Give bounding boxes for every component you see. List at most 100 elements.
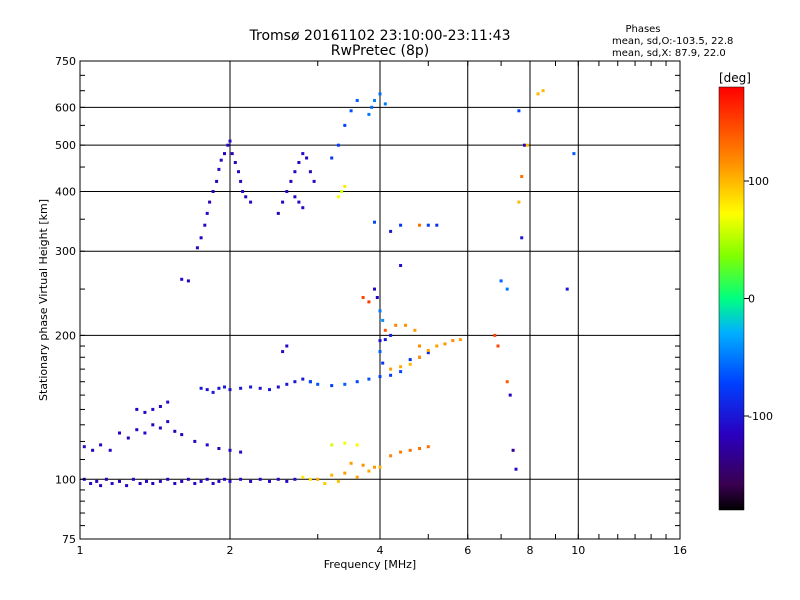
data-point bbox=[536, 92, 540, 96]
data-point bbox=[244, 195, 248, 199]
data-point bbox=[301, 377, 305, 381]
data-point bbox=[520, 236, 524, 240]
y-tick-label: 300 bbox=[55, 245, 76, 258]
data-point bbox=[426, 223, 430, 227]
data-point bbox=[195, 246, 199, 250]
data-point bbox=[301, 206, 305, 210]
data-point bbox=[89, 482, 93, 485]
data-point bbox=[199, 236, 203, 240]
data-point bbox=[293, 477, 297, 481]
data-point bbox=[323, 482, 327, 485]
data-point bbox=[316, 477, 320, 481]
data-point bbox=[426, 351, 430, 355]
data-point bbox=[361, 463, 365, 467]
data-point bbox=[223, 152, 226, 156]
data-point bbox=[305, 156, 309, 160]
data-point bbox=[239, 450, 243, 454]
data-point bbox=[228, 448, 232, 452]
data-point bbox=[180, 433, 184, 437]
y-tick-label: 100 bbox=[55, 473, 76, 486]
data-point bbox=[151, 482, 155, 485]
data-point bbox=[505, 380, 509, 384]
data-point bbox=[520, 175, 524, 178]
x-tick-label: 6 bbox=[464, 544, 471, 557]
data-point bbox=[336, 479, 340, 483]
data-point bbox=[418, 447, 421, 450]
data-point bbox=[158, 479, 162, 483]
data-point bbox=[375, 296, 379, 299]
stats-o: mean, sd,O:-103.5, 22.8 bbox=[612, 36, 733, 47]
data-point bbox=[99, 484, 103, 488]
data-point bbox=[199, 479, 203, 483]
data-point bbox=[383, 338, 387, 342]
data-point bbox=[399, 264, 403, 267]
data-point bbox=[268, 479, 271, 483]
data-point bbox=[211, 482, 215, 485]
data-point bbox=[276, 211, 280, 215]
data-point bbox=[399, 450, 403, 454]
data-point bbox=[301, 475, 305, 479]
data-point bbox=[285, 344, 289, 348]
data-point bbox=[349, 461, 353, 465]
data-point bbox=[373, 287, 376, 291]
data-point bbox=[418, 223, 421, 227]
data-point bbox=[268, 388, 271, 392]
data-point bbox=[394, 323, 398, 327]
data-point bbox=[104, 477, 108, 481]
data-point bbox=[373, 220, 376, 224]
data-point bbox=[378, 375, 382, 379]
data-point bbox=[499, 279, 503, 283]
data-point bbox=[308, 380, 312, 384]
colorbar-tick-label: -100 bbox=[748, 410, 773, 423]
x-tick-labels: 1 2 4 6 8 10 16 bbox=[77, 544, 688, 557]
x-tick-label: 1 bbox=[77, 544, 84, 557]
data-point bbox=[383, 102, 387, 106]
data-point bbox=[166, 400, 170, 404]
data-point bbox=[166, 477, 170, 481]
data-point bbox=[173, 482, 177, 485]
data-point bbox=[418, 344, 421, 348]
data-point bbox=[186, 279, 190, 283]
chart-title: Tromsø 20161102 23:10:00-23:11:43 bbox=[249, 28, 511, 44]
x-tick-label: 8 bbox=[527, 544, 534, 557]
data-point bbox=[435, 344, 439, 348]
data-point bbox=[285, 382, 289, 386]
data-point bbox=[173, 429, 177, 433]
data-point bbox=[514, 467, 518, 471]
data-point bbox=[217, 479, 221, 483]
data-point bbox=[572, 152, 576, 156]
data-point bbox=[343, 123, 347, 127]
y-tick-label: 400 bbox=[55, 185, 76, 198]
data-point bbox=[367, 377, 371, 381]
colorbar-label: [deg] bbox=[719, 71, 751, 85]
data-point bbox=[418, 355, 421, 359]
data-point bbox=[208, 200, 212, 204]
data-point bbox=[297, 200, 301, 204]
data-point bbox=[361, 296, 365, 299]
data-point bbox=[355, 99, 359, 102]
y-tick-label: 600 bbox=[55, 101, 76, 114]
data-point bbox=[343, 382, 347, 386]
data-point bbox=[239, 179, 243, 183]
data-point bbox=[249, 479, 253, 483]
data-point bbox=[249, 385, 253, 389]
stats-heading: Phases bbox=[625, 24, 660, 35]
x-axis-label: Frequency [MHz] bbox=[324, 558, 416, 571]
data-point bbox=[82, 445, 86, 449]
data-point bbox=[426, 445, 430, 449]
data-point bbox=[228, 139, 232, 143]
x-tick-label: 2 bbox=[227, 544, 234, 557]
y-tick-label: 750 bbox=[55, 55, 76, 68]
x-tick-label: 16 bbox=[673, 544, 687, 557]
data-point bbox=[355, 380, 359, 384]
data-point bbox=[223, 385, 226, 389]
data-point bbox=[367, 112, 371, 116]
data-point bbox=[413, 328, 417, 332]
data-point bbox=[230, 152, 234, 156]
data-point bbox=[211, 390, 215, 394]
data-point bbox=[525, 143, 529, 147]
data-point bbox=[226, 143, 230, 147]
data-point bbox=[399, 223, 403, 227]
data-point bbox=[399, 370, 403, 374]
